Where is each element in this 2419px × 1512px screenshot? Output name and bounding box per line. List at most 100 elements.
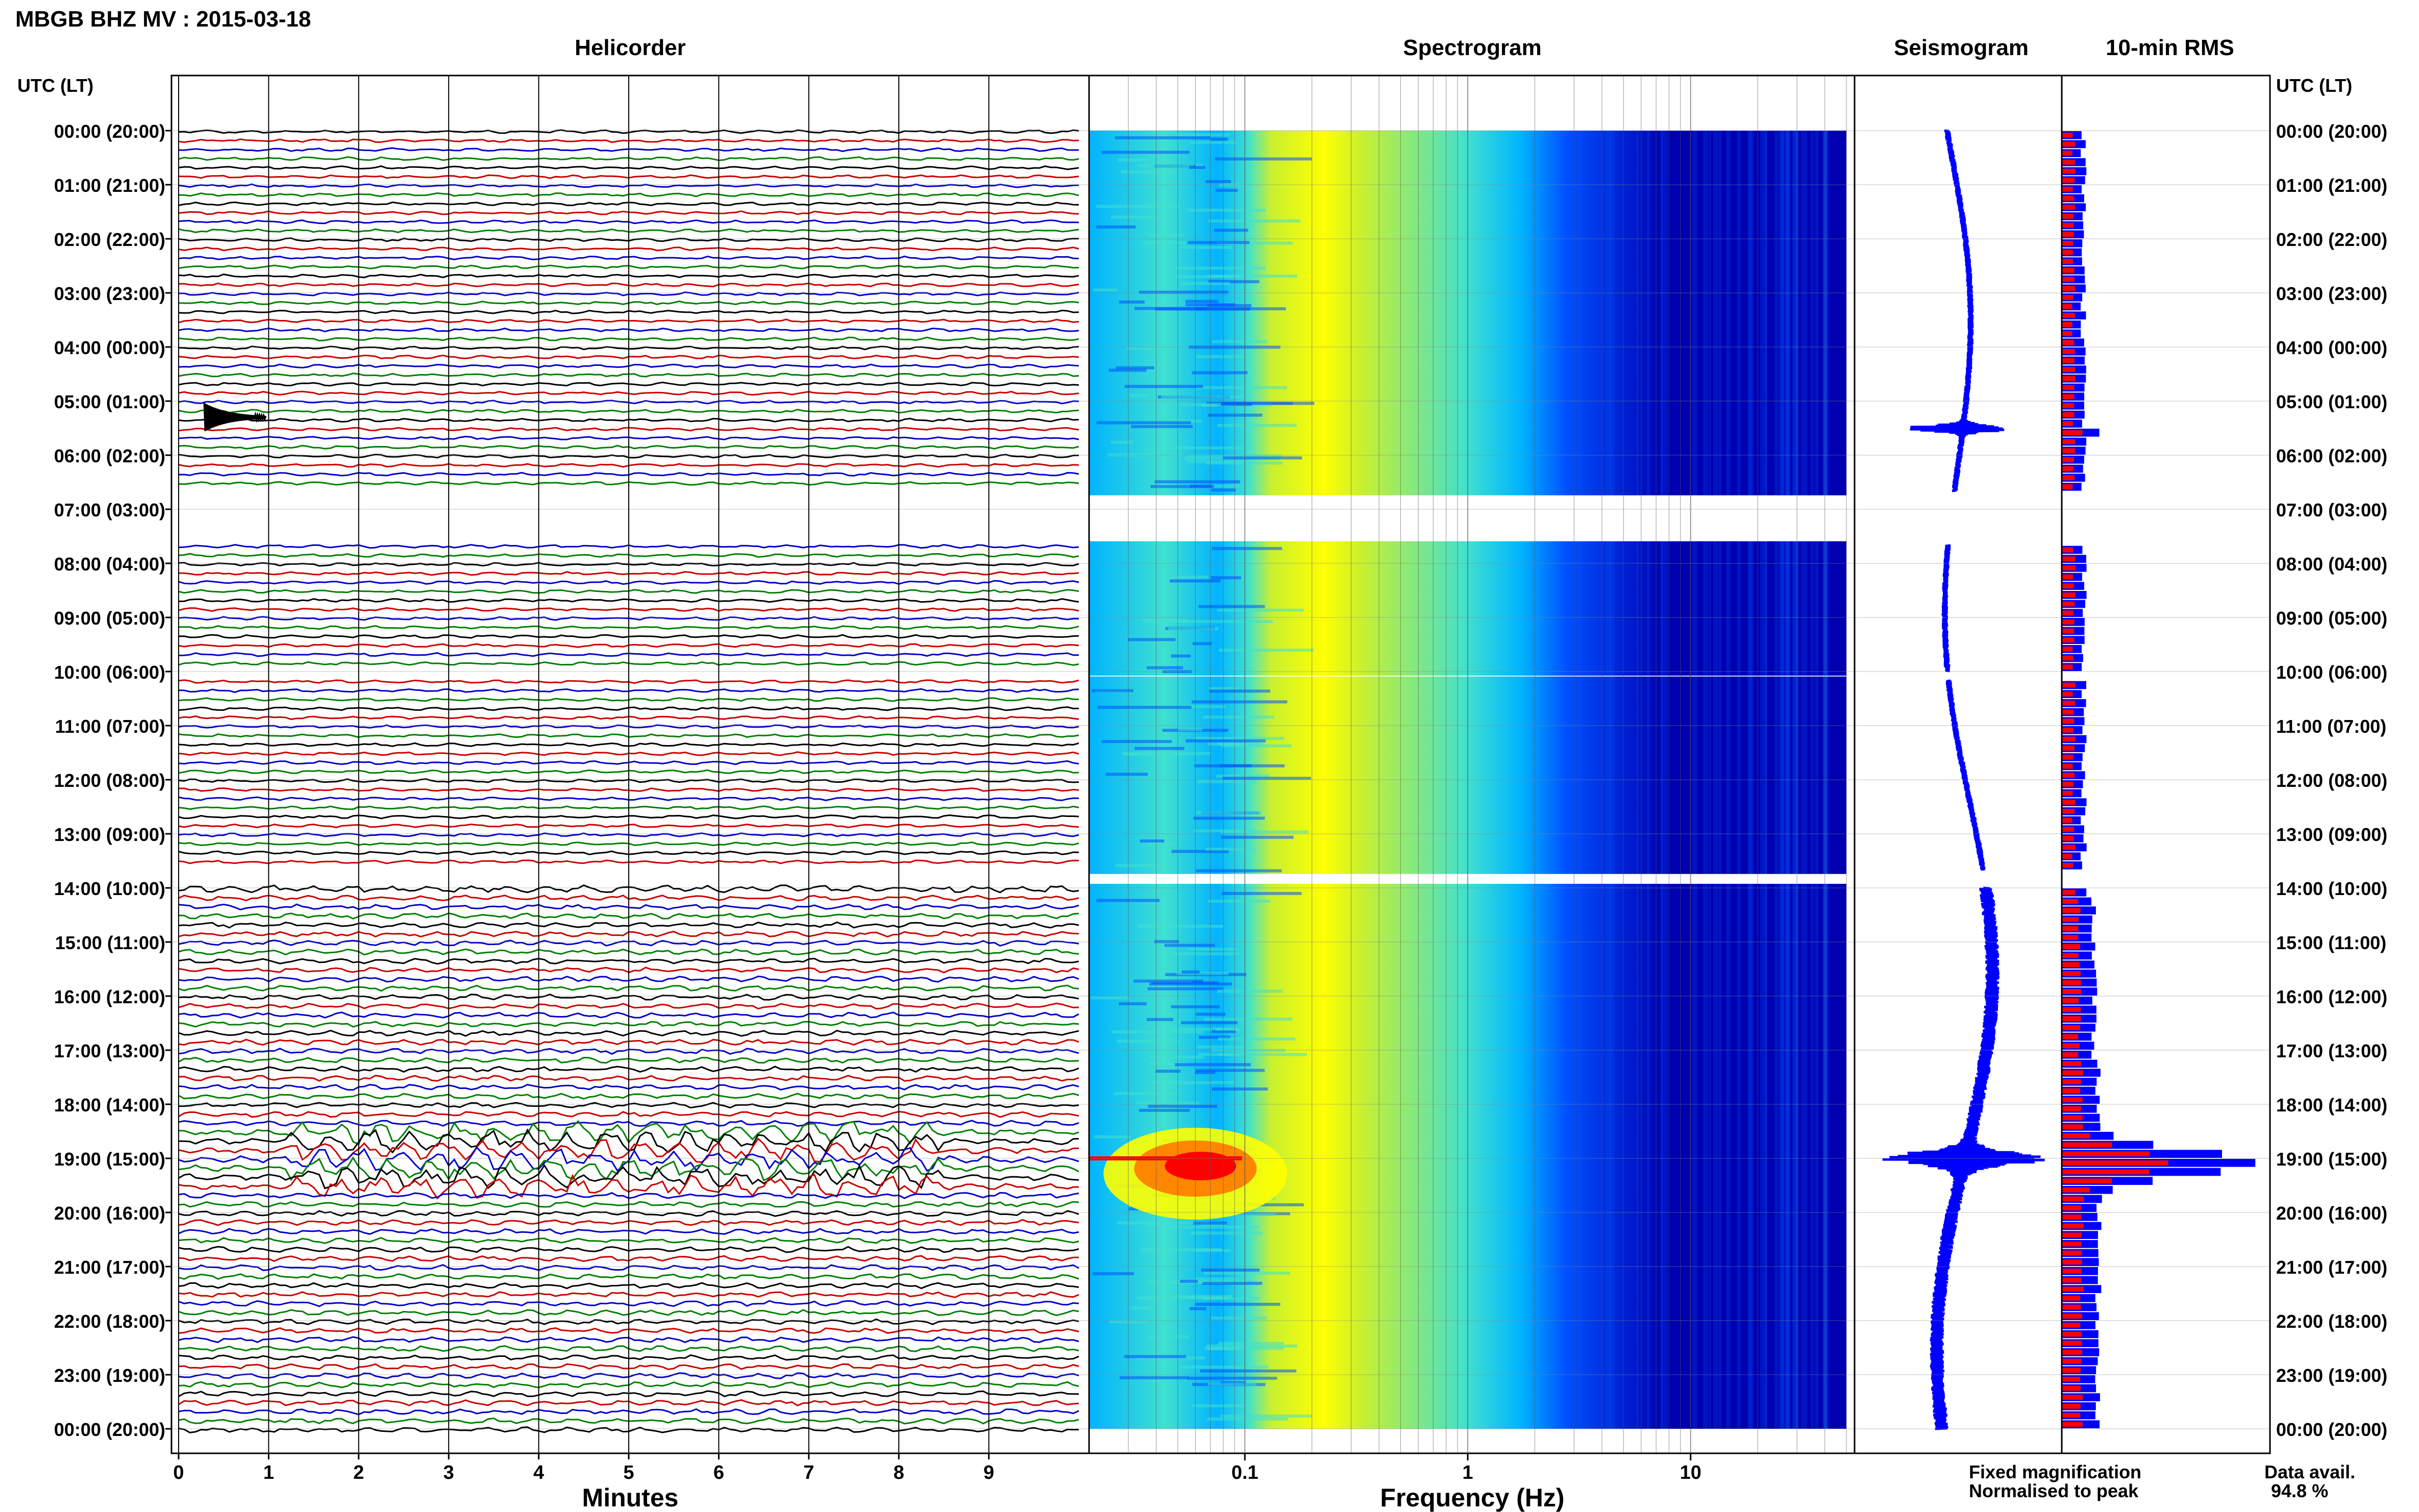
rms-bar-normalised — [2062, 313, 2076, 318]
spectrogram-streak — [1108, 368, 1147, 372]
spectrogram-streak — [1168, 627, 1219, 631]
rms-bar-normalised — [2062, 1412, 2081, 1418]
spectrogram-streak — [1209, 689, 1271, 693]
time-tick-label-right: 12:00 (08:00) — [2276, 770, 2387, 791]
spectrogram-streak — [1221, 891, 1302, 895]
spectrogram-streak — [1187, 208, 1266, 212]
rms-bars — [2062, 131, 2256, 1428]
time-tick-label-left: 07:00 (03:00) — [54, 500, 165, 520]
spectrogram-streak — [1152, 1247, 1168, 1250]
rms-bar-normalised — [2062, 349, 2075, 354]
spectrogram-streak — [1201, 1297, 1260, 1300]
spectrogram-streak — [1172, 446, 1253, 450]
panel-frames — [170, 75, 2271, 1454]
rms-bar-normalised — [2062, 457, 2075, 462]
rms-bar-normalised — [2062, 1331, 2082, 1337]
spectrogram-streak — [1211, 576, 1241, 580]
time-tick-label-left: 11:00 (07:00) — [55, 716, 165, 737]
spectrogram-streak — [1116, 366, 1154, 369]
minute-tick-label: 1 — [263, 1462, 274, 1483]
time-tick-label-left: 06:00 (02:00) — [54, 445, 165, 466]
rms-bar-normalised — [2062, 1151, 2150, 1156]
seismogram-trace — [1882, 129, 2045, 1430]
spectrogram-streak — [1214, 229, 1248, 232]
spectrogram-streak — [1207, 900, 1271, 903]
spectrogram-streak — [1197, 780, 1257, 783]
time-tick-label-left: 22:00 (18:00) — [54, 1311, 165, 1332]
spectrogram-streak — [1196, 307, 1286, 311]
spectrogram-streak — [1192, 371, 1248, 375]
spectrogram-streak — [1166, 1225, 1259, 1229]
spectrogram-streak — [1164, 944, 1215, 947]
spectrogram-streak — [1152, 1081, 1235, 1084]
spectrogram-streak — [1212, 340, 1268, 343]
rms-bar-normalised — [2062, 259, 2073, 264]
spectrogram-streak — [1169, 419, 1201, 423]
frequency-tick-label: 0.1 — [1231, 1462, 1258, 1483]
spectrogram-streak — [1096, 421, 1191, 425]
time-tick-label-left: 10:00 (06:00) — [54, 662, 165, 683]
spectrogram-streak — [1101, 151, 1190, 154]
spectrogram-streak — [1155, 1070, 1181, 1073]
spectrogram-streak — [1149, 982, 1232, 986]
spectrogram-streak — [1193, 816, 1265, 820]
rms-bar-normalised — [2062, 1079, 2081, 1084]
spectrogram-streak — [1222, 777, 1311, 780]
rms-bar-normalised — [2062, 394, 2075, 399]
time-tick-label-right: 05:00 (01:00) — [2276, 391, 2387, 412]
spectrogram-streak — [1146, 666, 1183, 670]
spectrogram-streak — [1211, 137, 1228, 141]
spectrogram-streak — [1131, 425, 1193, 428]
rms-bar-normalised — [2062, 1142, 2112, 1148]
panel-frame — [1854, 75, 2063, 1454]
rms-bar-normalised — [2062, 1097, 2083, 1102]
time-tick-label-left: 01:00 (21:00) — [54, 175, 165, 196]
spectrogram-streak — [1094, 1135, 1131, 1138]
rms-bar-normalised — [2062, 1232, 2082, 1237]
rms-bar-normalised — [2062, 168, 2076, 174]
minute-tick-label: 9 — [983, 1462, 994, 1483]
data-avail-value: 94.8 % — [2271, 1480, 2328, 1501]
time-tick-label-left: 00:00 (20:00) — [54, 121, 165, 142]
rms-bar-normalised — [2062, 1286, 2084, 1292]
time-tick-label-left: 09:00 (05:00) — [54, 608, 165, 629]
spectrogram-streak — [1212, 1087, 1268, 1091]
time-tick-label-right: 00:00 (20:00) — [2276, 121, 2387, 142]
rms-bar-normalised — [2062, 935, 2079, 940]
axis-labels: 00:00 (20:00) 00:00 (20:00) 01:00 (21:00) 0… — [54, 121, 2387, 1483]
rms-bar-normalised — [2062, 746, 2075, 751]
left-axis-title: UTC (LT) — [17, 75, 93, 96]
rms-bar-normalised — [2062, 800, 2076, 805]
spectrogram-streak — [1196, 1012, 1226, 1016]
spectrogram-streak — [1180, 245, 1232, 249]
rms-bar-normalised — [2062, 1250, 2082, 1256]
spectrogram-streak — [1208, 219, 1301, 223]
spectrogram-streak — [1150, 485, 1214, 488]
rms-bar-normalised — [2062, 367, 2076, 372]
rms-bar-normalised — [2062, 277, 2075, 282]
spectrogram-streak — [1218, 1037, 1296, 1041]
spectrogram-streak — [1163, 619, 1188, 623]
time-tick-label-right: 01:00 (21:00) — [2276, 175, 2387, 196]
time-tick-label-left: 21:00 (17:00) — [54, 1257, 165, 1278]
rms-bar-normalised — [2062, 250, 2073, 255]
spectrogram-streak — [1180, 1279, 1198, 1283]
rms-bar-normalised — [2062, 890, 2076, 895]
rms-bar-normalised — [2062, 962, 2080, 967]
time-tick-label-right: 00:00 (20:00) — [2276, 1419, 2387, 1440]
spectrogram-streak — [1126, 346, 1158, 350]
spectrogram-streak — [1207, 1382, 1257, 1386]
spectrogram-streak — [1195, 355, 1249, 358]
spectrogram-xlabel: Frequency (Hz) — [1380, 1483, 1564, 1512]
spectrogram-streak — [1096, 205, 1181, 208]
spectrogram-streak — [1216, 241, 1293, 245]
spectrogram-streak — [1207, 275, 1298, 278]
spectrogram-streak — [1171, 654, 1191, 658]
time-tick-label-right: 19:00 (15:00) — [2276, 1149, 2387, 1170]
spectrogram-streak — [1092, 1272, 1134, 1276]
spectrogram-streak — [1189, 166, 1205, 169]
rms-bar-normalised — [2062, 1115, 2083, 1121]
rms-bar-normalised — [2062, 863, 2073, 868]
spectrogram-streak — [1198, 605, 1265, 608]
spectrogram-streak — [1168, 1280, 1255, 1283]
